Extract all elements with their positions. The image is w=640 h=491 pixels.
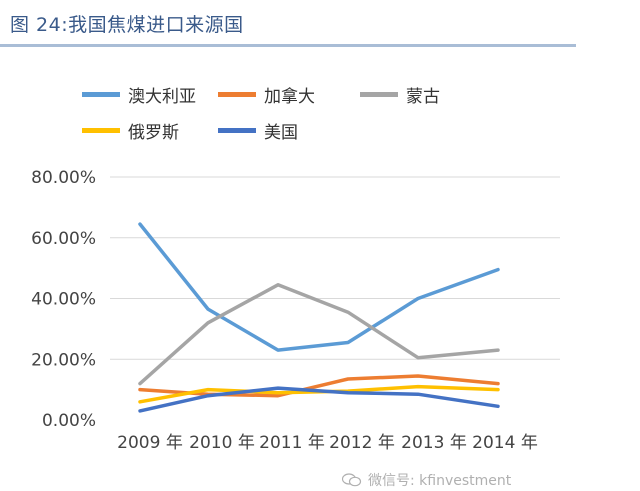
x-tick-label: 2009 年 <box>117 433 183 453</box>
chart-title: 图 24:我国焦煤进口来源国 <box>10 14 244 36</box>
legend-label: 俄罗斯 <box>128 123 179 143</box>
legend-item: 澳大利亚 <box>82 82 196 107</box>
x-tick-label: 2010 年 <box>189 433 255 453</box>
legend-item: 俄罗斯 <box>82 118 179 143</box>
y-tick-label: 40.00% <box>31 290 96 310</box>
x-tick-label: 2013 年 <box>401 433 467 453</box>
watermark-text: 微信号: kfinvestment <box>368 473 512 489</box>
legend-swatch <box>82 92 120 97</box>
wechat-icon <box>341 473 362 487</box>
y-tick-label: 0.00% <box>42 411 96 431</box>
chart-legend: 澳大利亚 加拿大 蒙古俄罗斯 美国 <box>82 82 522 152</box>
watermark: 微信号: kfinvestment <box>341 470 512 490</box>
legend-label: 加拿大 <box>264 87 315 107</box>
legend-item: 美国 <box>218 118 298 143</box>
y-tick-label: 80.00% <box>31 168 96 188</box>
y-tick-label: 20.00% <box>31 350 96 370</box>
legend-item: 加拿大 <box>218 82 315 107</box>
x-tick-label: 2011 年 <box>259 433 325 453</box>
x-tick-label: 2012 年 <box>329 433 395 453</box>
legend-label: 美国 <box>264 123 298 143</box>
series-line <box>138 222 500 352</box>
legend-label: 蒙古 <box>406 87 440 107</box>
legend-swatch <box>360 92 398 97</box>
series-line <box>138 374 500 398</box>
legend-swatch <box>218 128 256 133</box>
legend-swatch <box>82 128 120 133</box>
x-tick-label: 2014 年 <box>472 433 538 453</box>
series-line <box>138 386 500 413</box>
series-line <box>138 283 500 386</box>
legend-swatch <box>218 92 256 97</box>
title-divider <box>0 44 576 47</box>
y-tick-label: 60.00% <box>31 229 96 249</box>
legend-item: 蒙古 <box>360 82 440 107</box>
legend-label: 澳大利亚 <box>128 87 196 107</box>
